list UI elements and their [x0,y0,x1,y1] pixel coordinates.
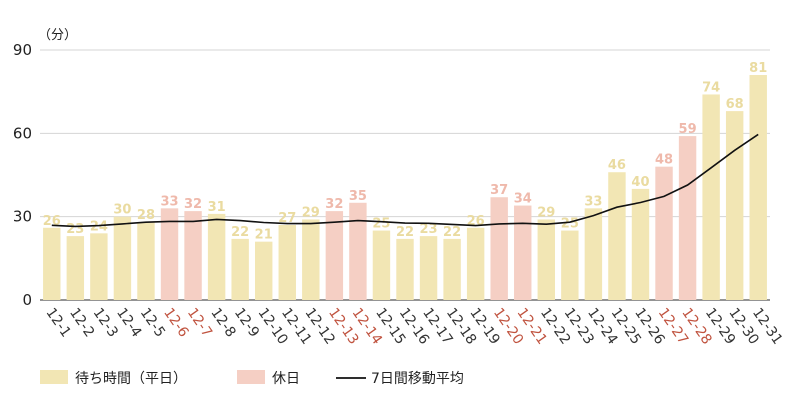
bar [349,202,367,300]
bar-series [43,75,767,300]
bar [43,227,61,300]
bar-value-label: 35 [349,189,367,204]
bar-value-label: 27 [278,211,296,226]
bar-value-label: 34 [514,192,532,207]
bar-value-label: 25 [372,217,390,232]
bar-value-label: 32 [184,197,202,212]
bar-value-label: 23 [66,222,84,237]
bar [466,227,485,300]
bar [66,236,85,300]
bar [631,188,650,300]
bar-value-label: 26 [467,214,485,229]
legend-label-moving-average: 7日間移動平均 [371,371,464,387]
bar-value-label: 40 [631,175,649,190]
bar-value-label: 21 [255,228,273,243]
bar [302,219,320,300]
bar [584,208,603,300]
x-tick-label: 12-5 [137,305,168,340]
bar-value-label: 46 [608,158,626,173]
bar [490,197,508,300]
x-tick-label: 12-1 [42,305,73,340]
bar-value-label: 22 [396,225,414,240]
bar [443,238,461,300]
bar-value-label: 68 [726,97,744,112]
x-tick-label: 12-8 [207,305,238,340]
bar-value-labels: 26 23 24 30 28 33 32 31 22 21 27 29 32 35 25 22 23 22 26 37… [43,61,768,243]
bar [254,241,273,300]
bar-value-label: 81 [749,61,767,76]
bar [419,236,438,300]
bar [749,75,767,300]
bar-value-label: 33 [160,194,178,209]
bar [231,238,249,300]
bar [278,225,296,300]
bar-value-label: 23 [420,222,438,237]
bar [608,172,626,300]
bar [207,213,226,300]
bar-value-label: 59 [679,122,697,137]
bar [678,136,697,300]
legend-swatch-weekday [40,370,68,384]
bar [561,230,579,300]
bar-value-label: 26 [43,214,61,229]
bar-value-label: 37 [490,183,508,198]
y-tick-label: 60 [13,124,32,142]
y-tick-label: 30 [13,208,32,226]
bar-value-label: 30 [113,203,131,218]
bar [184,211,202,300]
bar-value-label: 32 [325,197,343,212]
bar [160,208,179,300]
bar [514,205,532,300]
legend-label-weekday: 待ち時間（平日） [75,371,187,387]
moving-average-line [51,133,759,228]
bar-value-label: 48 [655,153,673,168]
x-tick-label: 12-2 [66,305,97,340]
y-tick-label: 0 [22,291,32,309]
bar-value-label: 22 [443,225,461,240]
bar-value-label: 74 [702,80,720,95]
legend-label-holiday: 休日 [272,371,300,387]
bar [725,111,744,300]
y-tick-label: 90 [13,41,32,59]
bar-value-label: 29 [537,205,555,220]
x-tick-label: 12-3 [90,305,121,340]
bar [325,211,344,300]
bar [537,219,556,300]
bar [372,230,391,300]
bar-value-label: 24 [90,219,108,234]
bar-value-label: 31 [208,200,226,215]
legend: 待ち時間（平日） 休日 7日間移動平均 [40,370,464,387]
bar-value-label: 29 [302,205,320,220]
bar [655,166,673,300]
bar-value-label: 33 [584,194,602,209]
bar [90,233,108,300]
x-tick-label: 12-4 [113,305,144,340]
bar-value-label: 22 [231,225,249,240]
bar [113,216,132,300]
x-axis-labels: 12-112-212-312-412-512-612-712-812-912-1… [42,305,785,348]
legend-swatch-holiday [237,370,265,384]
x-tick-label: 12-6 [160,305,191,340]
bar [702,94,720,300]
bar-value-label: 28 [137,208,155,223]
x-tick-label: 12-7 [184,305,215,340]
bar [396,238,414,300]
bar-value-label: 25 [561,217,579,232]
bar [137,222,155,300]
y-axis-ticks: 0 30 60 90 [13,41,32,309]
x-tick-label: 12-9 [231,305,262,340]
y-unit-label: （分） [38,28,77,43]
